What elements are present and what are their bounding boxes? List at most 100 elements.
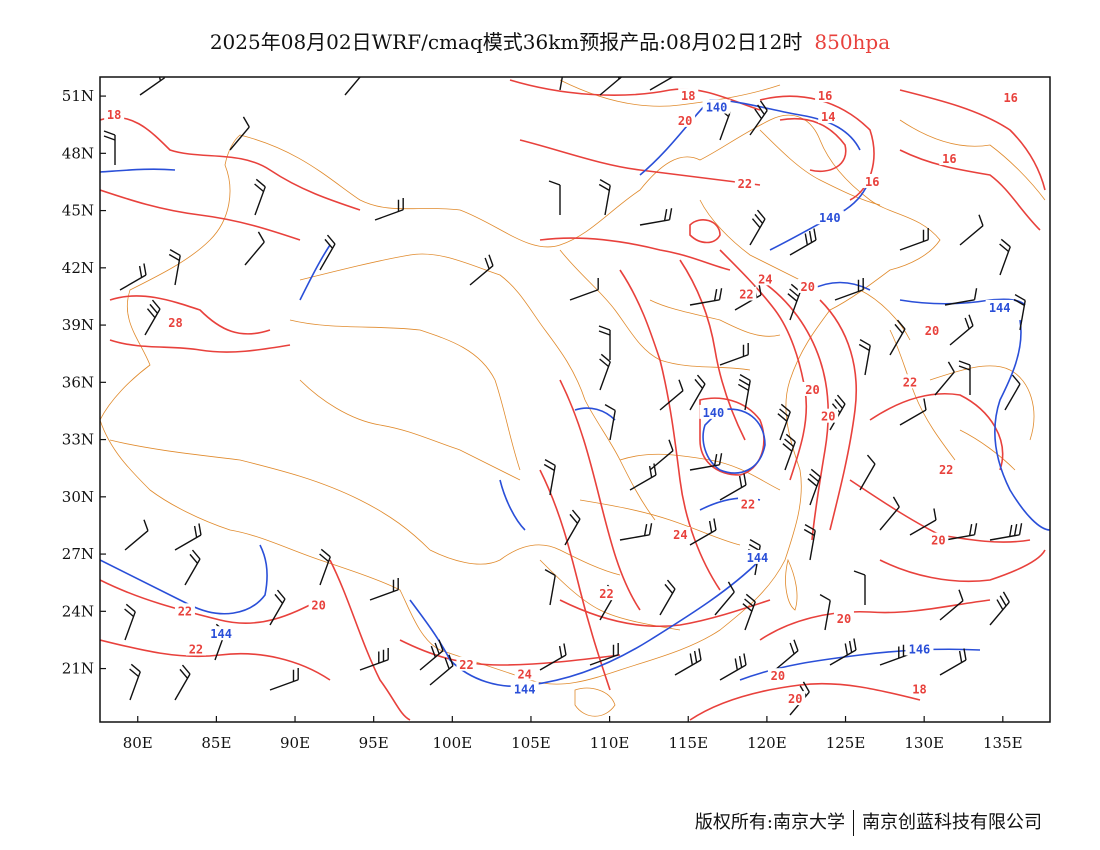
wind-barb-feather	[548, 180, 561, 186]
province-line	[859, 289, 911, 341]
map-title: 2025年08月02日WRF/cmaq模式36km预报产品:08月02日12时 8…	[0, 26, 1100, 55]
wind-barb-feather	[748, 543, 760, 551]
temperature-label-bg	[678, 88, 699, 103]
temperature-isoline	[559, 379, 641, 611]
wind-barb-feather	[813, 228, 817, 241]
wind-barb	[419, 639, 444, 671]
wind-barb-feather	[146, 308, 156, 319]
copyright-footer: 版权所有:南京大学 南京创蓝科技有限公司	[695, 808, 1042, 836]
lat-label: 42N	[62, 259, 94, 277]
wind-barb-shaft	[639, 219, 670, 226]
wind-barb-feather	[804, 233, 809, 246]
wind-barb	[254, 178, 266, 216]
wind-barb-feather	[292, 669, 295, 682]
province-line	[109, 439, 431, 551]
temperature-label: 24	[517, 667, 531, 681]
wind-barb-feather	[254, 183, 265, 193]
wind-barb-shaft	[589, 654, 619, 666]
wind-barb-feather	[756, 209, 766, 220]
wind-barb-feather	[666, 579, 676, 590]
wind-barb-feather	[599, 358, 610, 368]
wind-barb-feather	[738, 378, 750, 386]
wind-barb-feather	[831, 403, 841, 414]
wind-barb-feather	[125, 603, 136, 613]
temperature-label: 24	[758, 272, 772, 286]
wind-barb-feather	[484, 257, 490, 270]
wind-barb-feather	[149, 303, 159, 314]
wind-barb-feather	[382, 649, 385, 662]
wind-barb-feather	[604, 404, 616, 412]
height-label: 144	[210, 627, 232, 641]
wind-barb-feather	[963, 648, 967, 661]
wind-barb-shaft	[344, 77, 365, 96]
wind-barb-feather	[819, 594, 831, 602]
wind-barb-feather	[809, 473, 820, 483]
wind-barb-shaft	[934, 371, 955, 396]
temperature-label-bg	[1000, 89, 1021, 104]
province-line	[619, 453, 781, 491]
wind-barb-shaft	[944, 299, 975, 306]
wind-barb-feather	[198, 523, 202, 536]
wind-barb-feather	[739, 374, 751, 382]
temperature-label: 20	[678, 114, 692, 128]
wind-barb-feather	[1002, 591, 1010, 603]
wind-barb-feather	[968, 314, 974, 326]
wind-barb-feather	[973, 288, 978, 300]
wind-barb-shaft	[659, 588, 676, 616]
wind-barb-feather	[848, 640, 853, 653]
temperature-label-bg	[755, 271, 776, 286]
temperature-label-bg	[308, 597, 329, 612]
wind-barb	[959, 214, 984, 246]
wind-barb	[559, 77, 566, 91]
wind-barb-feather	[274, 593, 284, 604]
wind-barb	[639, 208, 673, 226]
height-label-bg	[699, 404, 728, 419]
temperature-isoline	[100, 579, 321, 624]
wind-barb-feather	[353, 66, 364, 76]
wind-barb-feather	[968, 524, 973, 536]
temperature-label-bg	[785, 691, 806, 706]
wind-barb-feather	[754, 108, 763, 120]
wind-barb	[1013, 294, 1026, 331]
wind-barb-feather	[103, 135, 116, 141]
province-line	[299, 253, 546, 331]
temperature-isoline	[519, 139, 761, 186]
wind-barb-feather	[168, 253, 180, 261]
wind-barb-feather	[754, 213, 764, 224]
wind-barb-shaft	[944, 534, 975, 541]
height-label-bg	[905, 641, 934, 656]
temperature-label-bg	[909, 681, 930, 696]
wind-barb	[598, 179, 611, 216]
wind-barb-feather	[866, 454, 876, 465]
wind-barb-feather	[599, 179, 611, 187]
temperature-label: 20	[931, 534, 945, 548]
wind-barb	[853, 570, 866, 605]
lon-label: 105E	[511, 734, 551, 752]
wind-barb	[139, 77, 166, 96]
wind-barb	[374, 198, 404, 221]
wind-barb-feather	[356, 62, 367, 72]
wind-barb-shaft	[124, 611, 136, 641]
wind-barb-feather	[713, 454, 718, 466]
wind-barb-feather	[958, 650, 963, 663]
wind-barb-feather	[397, 199, 400, 212]
wind-barb-feather	[777, 413, 788, 422]
wind-barb-feather	[571, 509, 581, 520]
wind-barb-feather	[430, 645, 436, 658]
wind-barb-feather	[745, 593, 756, 603]
wind-barb-feather	[397, 578, 399, 590]
wind-barb-feather	[320, 548, 331, 558]
wind-barb	[742, 593, 756, 631]
wind-barb	[599, 77, 624, 96]
lon-label: 100E	[433, 734, 473, 752]
temperature-label: 22	[599, 587, 613, 601]
wind-barb-shaft	[129, 671, 141, 701]
wind-barb	[129, 663, 141, 701]
wind-barb	[829, 638, 857, 666]
wind-barb-feather	[678, 379, 684, 391]
province-line	[559, 249, 751, 371]
wind-barb-feather	[789, 642, 795, 655]
wind-barb	[944, 523, 978, 541]
wind-barb	[359, 648, 389, 671]
wind-barb-feather	[617, 643, 619, 655]
